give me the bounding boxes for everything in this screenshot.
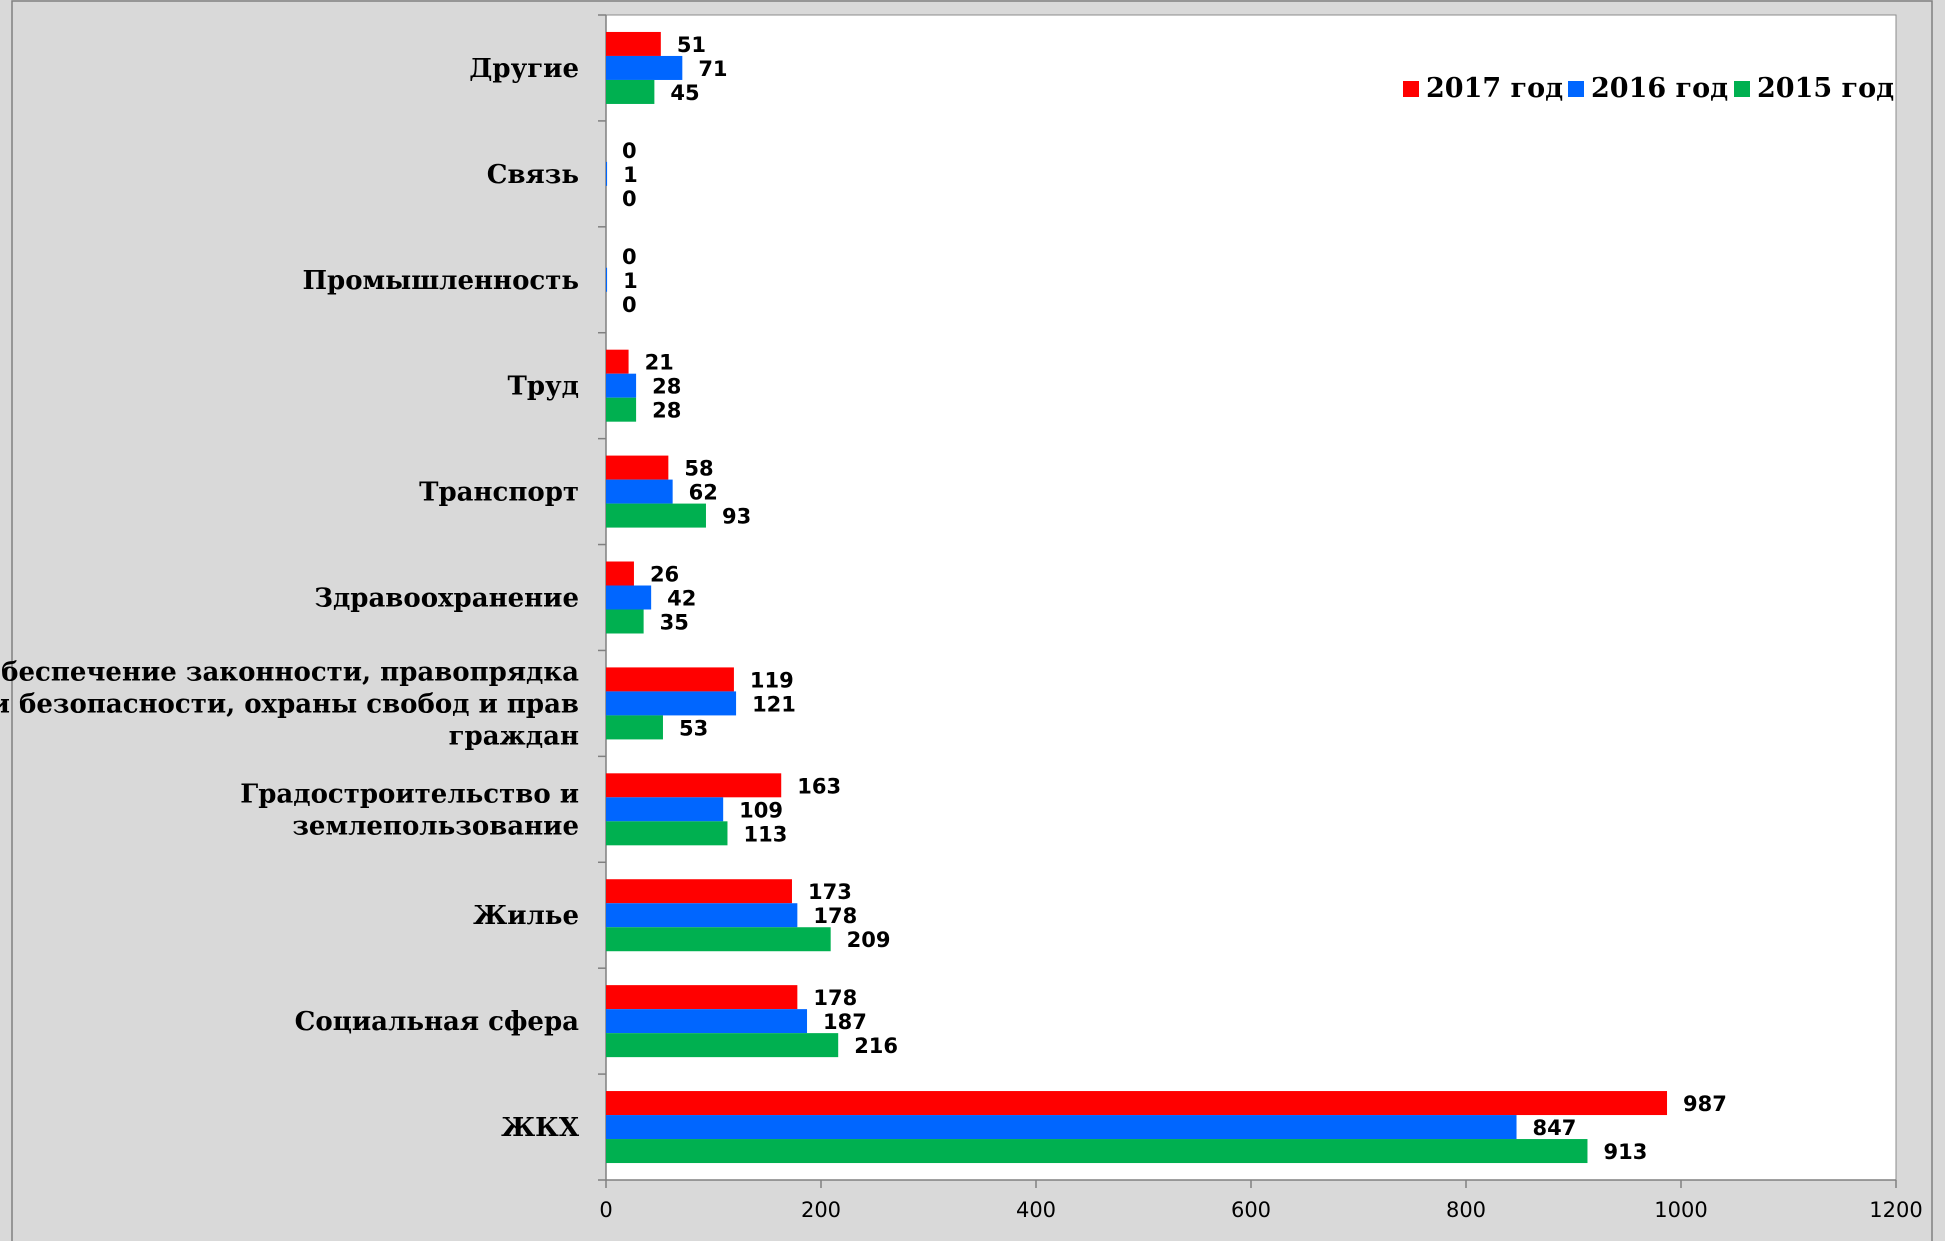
data-label: 62 [689, 481, 718, 505]
bar [606, 821, 728, 846]
data-label: 173 [808, 880, 852, 904]
x-tick-label: 600 [1231, 1198, 1271, 1222]
data-label: 216 [854, 1034, 898, 1058]
bar [606, 985, 798, 1010]
category-label: Связь [487, 160, 579, 190]
data-label: 28 [652, 375, 681, 399]
data-label: 987 [1683, 1092, 1727, 1116]
data-label: 42 [667, 587, 696, 611]
category-label: Социальная сфера [295, 1007, 579, 1037]
bar [606, 397, 637, 422]
data-label: 71 [698, 57, 727, 81]
data-label: 93 [722, 505, 751, 529]
category-label: ЖКХ [501, 1113, 580, 1143]
data-label: 35 [660, 611, 689, 635]
data-label: 847 [1533, 1116, 1577, 1140]
bar [606, 1115, 1517, 1140]
data-label: 1 [623, 163, 638, 187]
data-label: 21 [645, 351, 674, 375]
bar [606, 903, 798, 928]
bar [606, 773, 782, 798]
bar [606, 1091, 1668, 1116]
bar [606, 691, 737, 716]
legend-swatch [1568, 81, 1584, 97]
data-label: 53 [679, 716, 708, 740]
category-label: Промышленность [302, 266, 579, 296]
plot-area [605, 14, 1897, 1181]
bar [606, 267, 608, 292]
data-label: 121 [752, 692, 796, 716]
category-label: Градостроительство и землепользование [240, 779, 579, 841]
bar [606, 1009, 808, 1034]
x-tick-label: 800 [1446, 1198, 1486, 1222]
legend-label: 2016 год [1591, 73, 1728, 104]
data-label: 109 [739, 798, 783, 822]
data-label: 178 [813, 986, 857, 1010]
x-tick-label: 1000 [1654, 1198, 1707, 1222]
x-tick-label: 400 [1016, 1198, 1056, 1222]
bar [606, 585, 652, 610]
data-label: 187 [823, 1010, 867, 1034]
bar [606, 55, 683, 80]
data-label: 913 [1603, 1140, 1647, 1164]
bar [606, 797, 724, 822]
data-label: 0 [622, 245, 637, 269]
data-label: 45 [670, 81, 699, 105]
data-label: 0 [622, 293, 637, 317]
category-label: Здравоохранение [314, 584, 579, 614]
data-label: 113 [743, 822, 787, 846]
bar [606, 561, 634, 586]
bar [606, 715, 663, 740]
data-label: 209 [847, 928, 891, 952]
data-label: 119 [750, 668, 794, 692]
bar [606, 31, 661, 56]
data-label: 0 [622, 139, 637, 163]
bar [606, 609, 644, 634]
category-label: Другие [469, 54, 579, 84]
data-label: 58 [684, 457, 713, 481]
bar [606, 667, 734, 692]
bar [606, 455, 669, 480]
legend-label: 2015 год [1757, 73, 1894, 104]
chart-frame [11, 0, 1933, 1241]
legend-swatch [1734, 81, 1750, 97]
data-label: 1 [623, 269, 638, 293]
category-label: Обеспечение законности, правопрядка и без… [0, 657, 579, 751]
x-tick-label: 0 [599, 1198, 612, 1222]
x-tick-label: 1200 [1869, 1198, 1922, 1222]
bar [606, 349, 629, 374]
data-label: 178 [813, 904, 857, 928]
bar [606, 1033, 839, 1058]
data-label: 28 [652, 399, 681, 423]
bar [606, 927, 831, 952]
bar [606, 79, 655, 104]
x-tick-label: 200 [801, 1198, 841, 1222]
bar [606, 161, 608, 186]
bar [606, 879, 792, 904]
bar [606, 503, 706, 528]
bar [606, 479, 673, 504]
data-label: 0 [622, 187, 637, 211]
category-label: Транспорт [419, 478, 579, 508]
bar [606, 1139, 1588, 1164]
data-label: 26 [650, 563, 679, 587]
category-label: Труд [508, 372, 580, 402]
bar [606, 373, 637, 398]
legend-swatch [1403, 81, 1419, 97]
legend-label: 2017 год [1426, 73, 1563, 104]
data-label: 51 [677, 33, 706, 57]
data-label: 163 [797, 774, 841, 798]
category-label: Жилье [473, 901, 579, 931]
